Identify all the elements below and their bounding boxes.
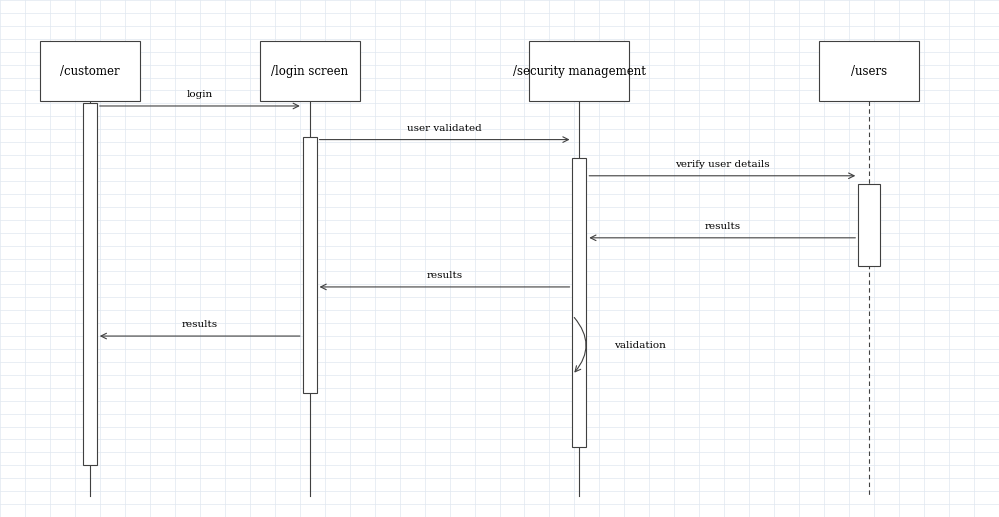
Bar	[572, 158, 586, 447]
Bar	[303, 137, 317, 393]
Text: /users: /users	[851, 65, 887, 78]
Text: results: results	[704, 222, 740, 231]
Text: /customer: /customer	[60, 65, 120, 78]
Text: results: results	[427, 271, 463, 280]
Text: verify user details: verify user details	[675, 160, 769, 169]
Text: validation: validation	[614, 341, 666, 349]
Text: /security management: /security management	[512, 65, 646, 78]
Bar	[858, 184, 880, 266]
Text: login: login	[187, 90, 213, 99]
Bar	[819, 41, 919, 101]
Text: user validated: user validated	[408, 124, 482, 133]
Bar	[260, 41, 360, 101]
Bar	[529, 41, 629, 101]
Bar	[40, 41, 140, 101]
Text: results: results	[182, 321, 218, 329]
Text: /login screen: /login screen	[271, 65, 349, 78]
Bar	[83, 103, 97, 465]
